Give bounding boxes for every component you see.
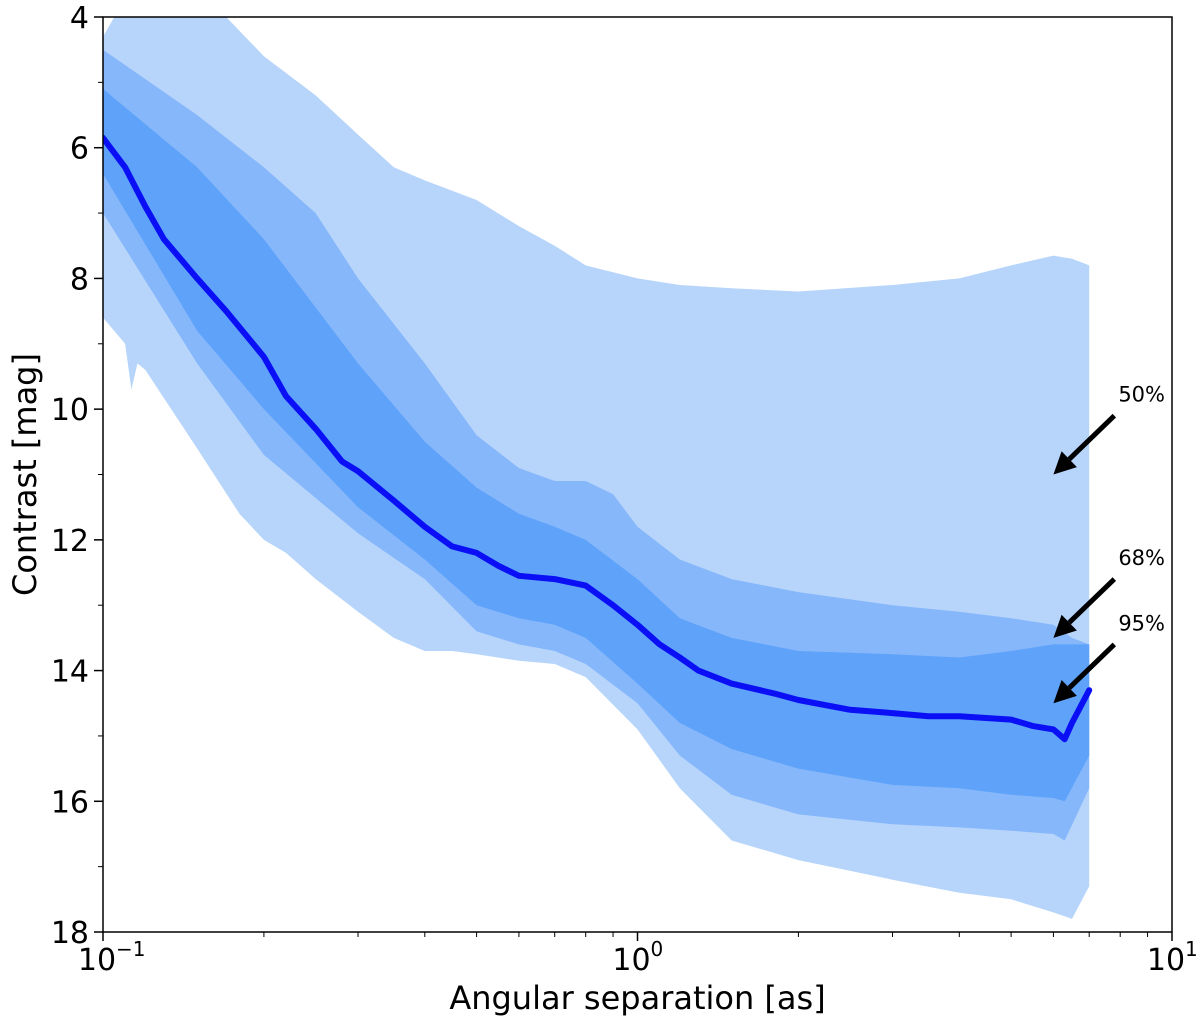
annotation-label: 95%: [1118, 611, 1165, 635]
x-tick-base: 10: [612, 943, 650, 978]
annotation-arrowhead: [1053, 614, 1077, 638]
annotation-arrow: [1067, 413, 1117, 462]
x-tick-exponent: 0: [651, 937, 664, 961]
band-50-percent: [103, 88, 1090, 802]
band-68-percent: [103, 49, 1090, 841]
annotation-arrowhead: [1053, 680, 1077, 704]
y-axis-title: Contrast [mag]: [6, 353, 44, 596]
x-tick-base: 10: [1147, 943, 1185, 978]
x-tick-label: 10 0: [612, 937, 663, 978]
annotation-arrow: [1067, 642, 1117, 690]
annotation-arrow: [1067, 577, 1117, 625]
y-tick-label: 18: [51, 916, 89, 951]
x-axis-title: Angular separation [as]: [449, 979, 825, 1017]
x-tick-base: 10: [78, 943, 116, 978]
annotation-label: 50%: [1118, 383, 1165, 407]
y-tick-label: 10: [51, 393, 89, 428]
y-tick-label: 6: [70, 132, 89, 167]
y-tick-label: 4: [70, 1, 89, 36]
x-tick-label: 10 1: [1147, 937, 1198, 978]
y-tick-label: 12: [51, 524, 89, 559]
annotation-arrowhead: [1053, 451, 1077, 475]
y-tick-label: 8: [70, 262, 89, 297]
annotation-label: 68%: [1118, 546, 1165, 570]
x-tick-label: 10 −1: [78, 937, 146, 978]
x-tick-exponent: −1: [116, 937, 145, 961]
x-tick-exponent: 1: [1185, 937, 1198, 961]
y-tick-label: 16: [51, 785, 89, 820]
median-line: [103, 134, 1093, 743]
y-tick-label: 14: [51, 655, 89, 690]
